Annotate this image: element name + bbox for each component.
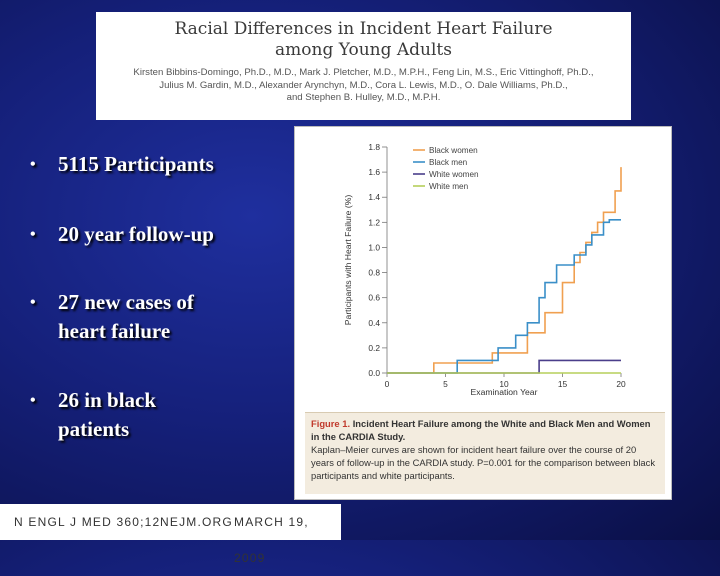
legend-label: Black men	[429, 158, 468, 167]
y-tick-label: 0.4	[368, 318, 380, 328]
figure-card: 0.0 0.2 0.4 0.6 0.8 1.0 1.2 1.4 1.6 1.8 0 5 10 15 20 …	[294, 126, 672, 500]
legend-label: White men	[429, 182, 469, 191]
x-tick-label: 20	[616, 379, 626, 389]
y-tick-label: 1.2	[368, 217, 380, 227]
y-tick-label: 1.0	[368, 242, 380, 252]
bullet-dot: •	[30, 294, 36, 311]
legend-label: Black women	[429, 146, 478, 155]
series-line-black-men	[387, 219, 621, 374]
figure-caption-text: Kaplan–Meier curves are shown for incide…	[311, 444, 656, 481]
bullet-text: 5115 Participants	[58, 152, 214, 176]
bullet-text-continued: patients	[58, 417, 130, 441]
x-tick-label: 0	[385, 379, 390, 389]
bullet-text: 26 in black	[58, 388, 157, 412]
y-tick-label: 0.8	[368, 268, 380, 278]
y-tick-label: 1.4	[368, 192, 380, 202]
bullet-dot: •	[30, 226, 36, 243]
journal-footer: N ENGL J MED 360;12 NEJM.ORG MARCH 19, 2…	[0, 504, 341, 565]
y-tick-label: 1.6	[368, 167, 380, 177]
authors-line-1: Kirsten Bibbins-Domingo, Ph.D., M.D., Ma…	[133, 67, 594, 78]
journal-date: MARCH 19, 2009	[234, 515, 309, 565]
figure-label: Figure 1.	[311, 418, 351, 429]
y-tick-label: 1.8	[368, 142, 380, 152]
bullet-text-continued: heart failure	[58, 319, 171, 343]
legend-label: White women	[429, 170, 479, 179]
y-tick-label: 0.2	[368, 343, 380, 353]
bullet-text: 27 new cases of	[58, 290, 194, 314]
kaplan-meier-chart: 0.00.20.40.60.81.01.21.41.61.8 0 5 10 15 20 …	[343, 142, 626, 397]
y-tick-label: 0.6	[368, 293, 380, 303]
y-axis-label: Participants with Heart Failure (%)	[343, 195, 353, 326]
authors-line-2: Julius M. Gardin, M.D., Alexander Arynch…	[159, 79, 568, 91]
paper-header: Racial Differences in Incident Heart Fai…	[96, 12, 631, 120]
x-tick-label: 5	[443, 379, 448, 389]
series-line-black-women	[387, 167, 622, 374]
paper-title-line-1: Racial Differences in Incident Heart Fai…	[174, 19, 553, 39]
paper-title-line-2: among Young Adults	[275, 40, 452, 60]
bullet-text: 20 year follow-up	[58, 222, 214, 246]
series-line-white-women	[387, 359, 621, 374]
x-axis-label: Examination Year	[471, 387, 538, 397]
y-tick-label: 0.0	[368, 368, 380, 378]
x-tick-label: 15	[558, 379, 568, 389]
x-tick-label: 10	[499, 379, 509, 389]
bullet-dot: •	[30, 392, 36, 409]
figure-caption: Figure 1. Incident Heart Failure among t…	[305, 412, 665, 494]
authors-line-3: and Stephen B. Hulley, M.D., M.P.H.	[286, 92, 441, 103]
bullet-dot: •	[30, 156, 36, 173]
paper-authors: Kirsten Bibbins-Domingo, Ph.D., M.D., Ma…	[96, 67, 631, 105]
journal-citation: N ENGL J MED 360;12	[14, 515, 161, 529]
figure-title: Incident Heart Failure among the White a…	[311, 418, 651, 442]
journal-site: NEJM.ORG	[160, 515, 233, 529]
paper-title: Racial Differences in Incident Heart Fai…	[96, 19, 631, 61]
